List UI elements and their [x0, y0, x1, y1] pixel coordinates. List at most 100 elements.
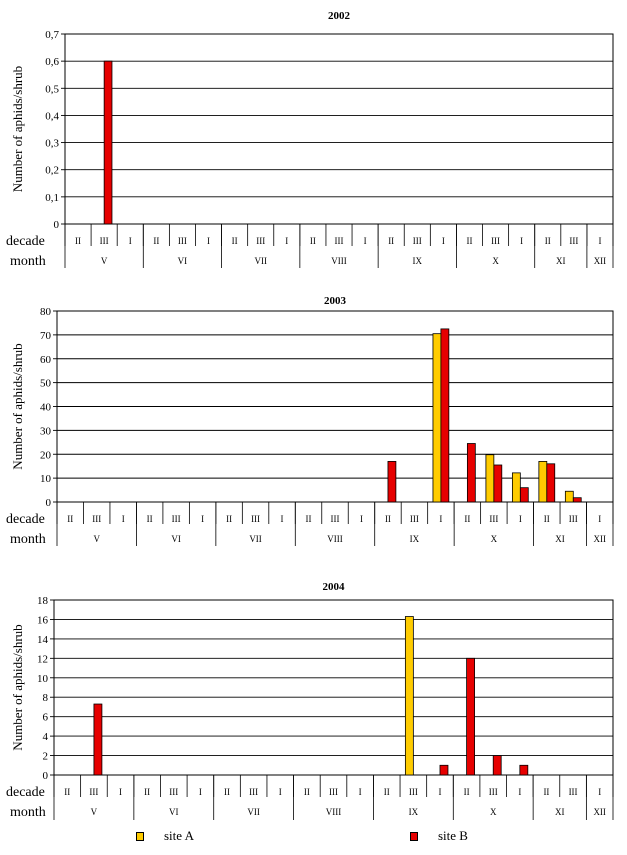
month-label: XI	[556, 256, 566, 266]
bar-site-b	[492, 755, 502, 776]
legend-label-site-a: site A	[164, 828, 194, 843]
decade-label: I	[201, 514, 204, 524]
decade-label: II	[147, 514, 153, 524]
decade-label: III	[92, 514, 101, 524]
month-row-label: month	[10, 254, 46, 269]
month-label: XII	[593, 807, 606, 817]
bar-site-b	[93, 703, 103, 776]
bar-site-b	[387, 461, 397, 503]
decade-label: II	[304, 787, 310, 797]
decade-label: II	[67, 514, 73, 524]
decade-label: II	[226, 514, 232, 524]
decade-label: I	[438, 787, 441, 797]
y-tick-label: 60	[40, 354, 52, 366]
y-tick-label: 4	[43, 731, 49, 743]
decade-label: III	[249, 787, 258, 797]
decade-label: III	[489, 514, 498, 524]
y-tick-label: 0,7	[45, 29, 59, 41]
month-label: X	[490, 807, 497, 817]
bar-site-b	[466, 443, 476, 503]
legend-swatch-site-a	[136, 831, 144, 841]
decade-label: I	[598, 787, 601, 797]
decade-label: III	[172, 514, 181, 524]
month-label: VIII	[327, 534, 343, 544]
decade-row-label: decade	[6, 785, 45, 800]
bar-site-a	[538, 461, 548, 503]
decade-label: II	[464, 787, 470, 797]
bar-site-b	[493, 464, 503, 503]
decade-label: II	[75, 236, 81, 246]
decade-label: III	[413, 236, 422, 246]
y-tick-label: 16	[37, 614, 49, 626]
month-label: IX	[410, 534, 420, 544]
decade-label: III	[329, 787, 338, 797]
month-label: X	[492, 256, 499, 266]
month-label: IX	[413, 256, 423, 266]
month-label: XII	[594, 256, 607, 266]
decade-label: III	[256, 236, 265, 246]
decade-label: II	[224, 787, 230, 797]
decade-label: I	[518, 787, 521, 797]
y-tick-label: 10	[40, 473, 52, 485]
y-axis-label: Number of aphids/shrub	[10, 66, 25, 192]
decade-label: I	[122, 514, 125, 524]
legend-label-site-b: site B	[438, 828, 468, 843]
decade-label: I	[360, 514, 363, 524]
month-label: VII	[247, 807, 260, 817]
bar-site-b	[439, 764, 449, 776]
bar-site-b	[466, 657, 475, 776]
bar-site-b	[519, 764, 529, 776]
y-tick-label: 0,2	[45, 165, 59, 177]
chart-title: 2002	[328, 10, 351, 22]
plot-area	[56, 310, 614, 503]
plot-area	[64, 33, 614, 225]
month-label: VIII	[331, 256, 347, 266]
decade-label: II	[232, 236, 238, 246]
month-label: VI	[169, 807, 179, 817]
decade-row-label: decade	[6, 234, 45, 249]
decade-label: I	[207, 236, 210, 246]
y-tick-label: 0	[43, 770, 49, 782]
decade-label: I	[598, 514, 601, 524]
decade-label: III	[410, 514, 419, 524]
y-tick-label: 0	[46, 497, 52, 509]
month-row-label: month	[10, 805, 46, 820]
legend-site-a: site A	[136, 828, 194, 844]
bar-site-b	[440, 328, 450, 503]
bar-site-a	[404, 616, 414, 776]
decade-label: I	[519, 514, 522, 524]
y-tick-label: 0,3	[45, 138, 59, 150]
chart-title: 2003	[324, 295, 347, 307]
bar-site-b	[572, 497, 582, 503]
month-row-label: month	[10, 532, 46, 547]
y-tick-label: 10	[37, 673, 49, 685]
y-tick-label: 40	[40, 402, 52, 414]
decade-label: II	[310, 236, 316, 246]
month-label: XII	[594, 534, 607, 544]
decade-label: I	[285, 236, 288, 246]
y-tick-label: 0	[54, 219, 60, 231]
decade-label: I	[439, 514, 442, 524]
decade-label: III	[100, 236, 109, 246]
y-axis-label: Number of aphids/shrub	[10, 343, 25, 469]
chart-2002: 2002 0 0,1 0,2 0,3 0,4 0,5 0,6 0,7 Number of aphi…	[6, 10, 614, 269]
y-tick-label: 12	[37, 653, 48, 665]
month-label: V	[91, 807, 98, 817]
chart-title: 2004	[323, 581, 346, 593]
decade-label: II	[543, 787, 549, 797]
y-tick-label: 0,6	[45, 56, 59, 68]
decade-label: III	[169, 787, 178, 797]
y-tick-label: 0,4	[45, 110, 59, 122]
month-label: VII	[254, 256, 267, 266]
decade-label: III	[331, 514, 340, 524]
bar-site-b	[519, 487, 529, 503]
decade-label: II	[388, 236, 394, 246]
bar-site-b	[546, 463, 556, 503]
month-label: VI	[178, 256, 188, 266]
month-label: XI	[555, 534, 565, 544]
y-tick-label: 0,1	[45, 192, 59, 204]
decade-label: III	[178, 236, 187, 246]
decade-label: III	[489, 787, 498, 797]
decade-label: I	[520, 236, 523, 246]
